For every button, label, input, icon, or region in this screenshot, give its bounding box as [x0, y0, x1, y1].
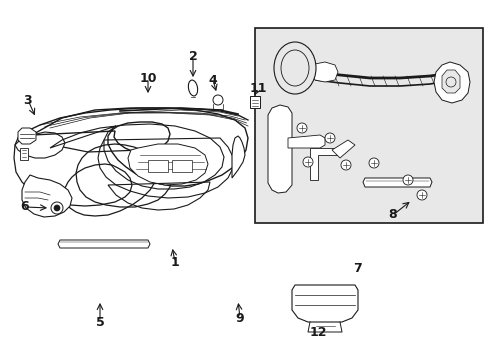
Polygon shape: [441, 70, 459, 93]
Circle shape: [416, 190, 426, 200]
Polygon shape: [148, 160, 168, 172]
Circle shape: [325, 133, 334, 143]
Text: 5: 5: [96, 315, 104, 328]
Polygon shape: [58, 240, 150, 248]
Text: 7: 7: [353, 261, 362, 274]
Circle shape: [340, 160, 350, 170]
Text: 9: 9: [235, 311, 244, 324]
Polygon shape: [433, 62, 469, 103]
Text: 4: 4: [208, 73, 217, 86]
Polygon shape: [231, 136, 244, 178]
Text: 12: 12: [308, 325, 326, 338]
Text: 10: 10: [139, 72, 157, 85]
Circle shape: [51, 202, 63, 214]
Text: 8: 8: [388, 208, 397, 221]
Polygon shape: [309, 148, 339, 180]
Polygon shape: [362, 178, 431, 187]
Polygon shape: [15, 132, 65, 158]
Text: 1: 1: [170, 256, 179, 269]
Circle shape: [303, 157, 312, 167]
Text: 2: 2: [188, 50, 197, 63]
Polygon shape: [18, 128, 36, 144]
Circle shape: [54, 205, 60, 211]
Polygon shape: [22, 175, 72, 217]
Polygon shape: [287, 135, 325, 148]
Ellipse shape: [273, 42, 315, 94]
Polygon shape: [128, 144, 207, 185]
Ellipse shape: [188, 80, 197, 96]
Ellipse shape: [213, 95, 223, 105]
Text: 11: 11: [249, 81, 266, 94]
Polygon shape: [20, 148, 28, 160]
Circle shape: [296, 123, 306, 133]
Polygon shape: [331, 140, 354, 158]
Polygon shape: [291, 285, 357, 322]
Text: 3: 3: [23, 94, 32, 107]
Polygon shape: [172, 160, 192, 172]
Polygon shape: [309, 62, 337, 82]
Circle shape: [368, 158, 378, 168]
Polygon shape: [267, 105, 291, 193]
Circle shape: [402, 175, 412, 185]
Polygon shape: [249, 96, 260, 108]
Bar: [254, 28, 482, 223]
Text: 6: 6: [20, 201, 29, 213]
